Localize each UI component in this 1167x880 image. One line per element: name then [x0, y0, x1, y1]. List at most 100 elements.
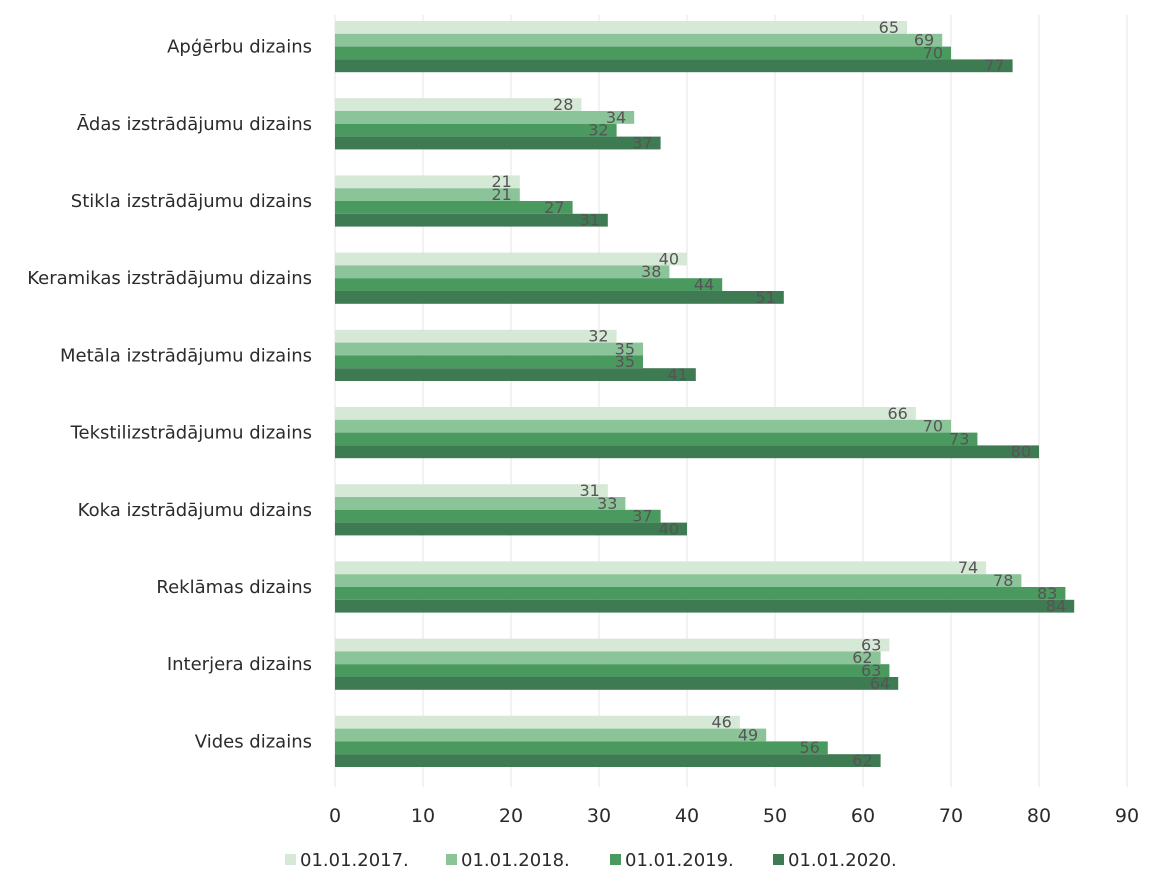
data-label: 35 [615, 339, 635, 358]
x-tick-label: 30 [587, 805, 611, 827]
data-label: 33 [597, 494, 617, 513]
data-label: 32 [588, 327, 608, 346]
bar [335, 677, 899, 690]
bar [335, 638, 890, 652]
data-label: 35 [615, 352, 635, 371]
bar [335, 33, 943, 47]
bar [335, 574, 1022, 587]
data-label: 28 [553, 95, 573, 114]
legend-swatch [446, 854, 457, 865]
data-label: 44 [694, 275, 714, 294]
bar [335, 741, 828, 755]
bar [335, 252, 687, 266]
legend-label: 01.01.2019. [625, 850, 734, 871]
data-label: 83 [1037, 584, 1057, 603]
x-axis-ticks: 0 10 20 30 40 50 60 70 80 90 [329, 805, 1139, 827]
data-label: 40 [659, 519, 679, 538]
bar [335, 432, 978, 446]
x-tick-label: 60 [851, 805, 875, 827]
category-label: Stikla izstrādājumu dizains [71, 191, 312, 212]
category-label: Interjera dizains [167, 654, 312, 675]
x-tick-label: 50 [763, 805, 787, 827]
data-label: 70 [923, 417, 943, 436]
data-label: 34 [606, 108, 626, 127]
data-label: 84 [1046, 597, 1066, 616]
data-label: 49 [738, 725, 758, 744]
legend-label: 01.01.2018. [461, 850, 570, 871]
bar [335, 355, 643, 369]
data-label: 27 [544, 198, 564, 217]
data-label: 37 [632, 133, 652, 152]
legend-swatch [610, 854, 621, 865]
data-labels: 6569707728343237212127314038445132353541… [491, 18, 1066, 770]
bar [335, 265, 670, 279]
data-label: 56 [799, 738, 819, 757]
bar [335, 342, 643, 356]
bar [335, 419, 951, 433]
data-label: 40 [659, 249, 679, 268]
bar [335, 213, 608, 227]
x-tick-label: 10 [411, 805, 435, 827]
legend-swatch [285, 854, 296, 865]
x-tick-label: 40 [675, 805, 699, 827]
data-label: 74 [958, 558, 978, 577]
data-label: 77 [984, 56, 1004, 75]
data-label: 63 [861, 661, 881, 680]
legend: 01.01.2017. 01.01.2018. 01.01.2019. 01.01.2… [285, 850, 897, 871]
data-label: 38 [641, 262, 661, 281]
data-label: 65 [879, 18, 899, 37]
category-label: Koka izstrādājumu dizains [78, 500, 312, 521]
bar [335, 561, 987, 575]
data-label: 31 [579, 481, 599, 500]
category-label: Keramikas izstrādājumu dizains [27, 268, 312, 289]
data-label: 37 [632, 507, 652, 526]
bar [335, 587, 1066, 600]
category-label: Tekstilizstrādājumu dizains [70, 423, 312, 444]
category-label: Reklāmas dizains [156, 577, 312, 598]
bar [335, 497, 626, 510]
data-label: 62 [852, 751, 872, 770]
data-label: 21 [491, 172, 511, 191]
data-label: 31 [579, 211, 599, 230]
data-label: 21 [491, 185, 511, 204]
bar [335, 728, 767, 742]
category-label: Metāla izstrādājumu dizains [60, 345, 312, 366]
category-label: Apģērbu dizains [167, 37, 312, 58]
bar [335, 368, 696, 381]
bar [335, 188, 520, 201]
data-label: 64 [870, 674, 890, 693]
bar [335, 484, 608, 497]
bar [335, 59, 1013, 73]
bar [335, 21, 907, 34]
x-tick-label: 90 [1115, 805, 1139, 827]
x-tick-label: 20 [499, 805, 523, 827]
x-tick-label: 70 [939, 805, 963, 827]
bar [335, 329, 617, 343]
bar [335, 754, 881, 767]
data-label: 66 [887, 404, 907, 423]
bar [335, 278, 723, 291]
bar [335, 98, 582, 111]
bar [335, 651, 881, 665]
bar [335, 407, 916, 420]
bar [335, 291, 784, 304]
bar [335, 664, 890, 677]
data-label: 46 [711, 713, 731, 732]
data-label: 32 [588, 121, 608, 140]
x-tick-label: 0 [329, 805, 341, 827]
legend-swatch [773, 854, 784, 865]
category-label: Vides dizains [195, 731, 312, 752]
legend-label: 01.01.2017. [300, 850, 409, 871]
bars [335, 21, 1075, 767]
data-label: 73 [949, 429, 969, 448]
bar [335, 509, 661, 523]
bar [335, 175, 520, 189]
bar [335, 445, 1039, 459]
data-label: 41 [667, 365, 687, 384]
category-labels: Apģērbu dizains Ādas izstrādājumu dizains… [27, 37, 312, 753]
bar [335, 136, 661, 150]
data-label: 69 [914, 31, 934, 50]
bar [335, 123, 617, 137]
data-label: 63 [861, 635, 881, 654]
